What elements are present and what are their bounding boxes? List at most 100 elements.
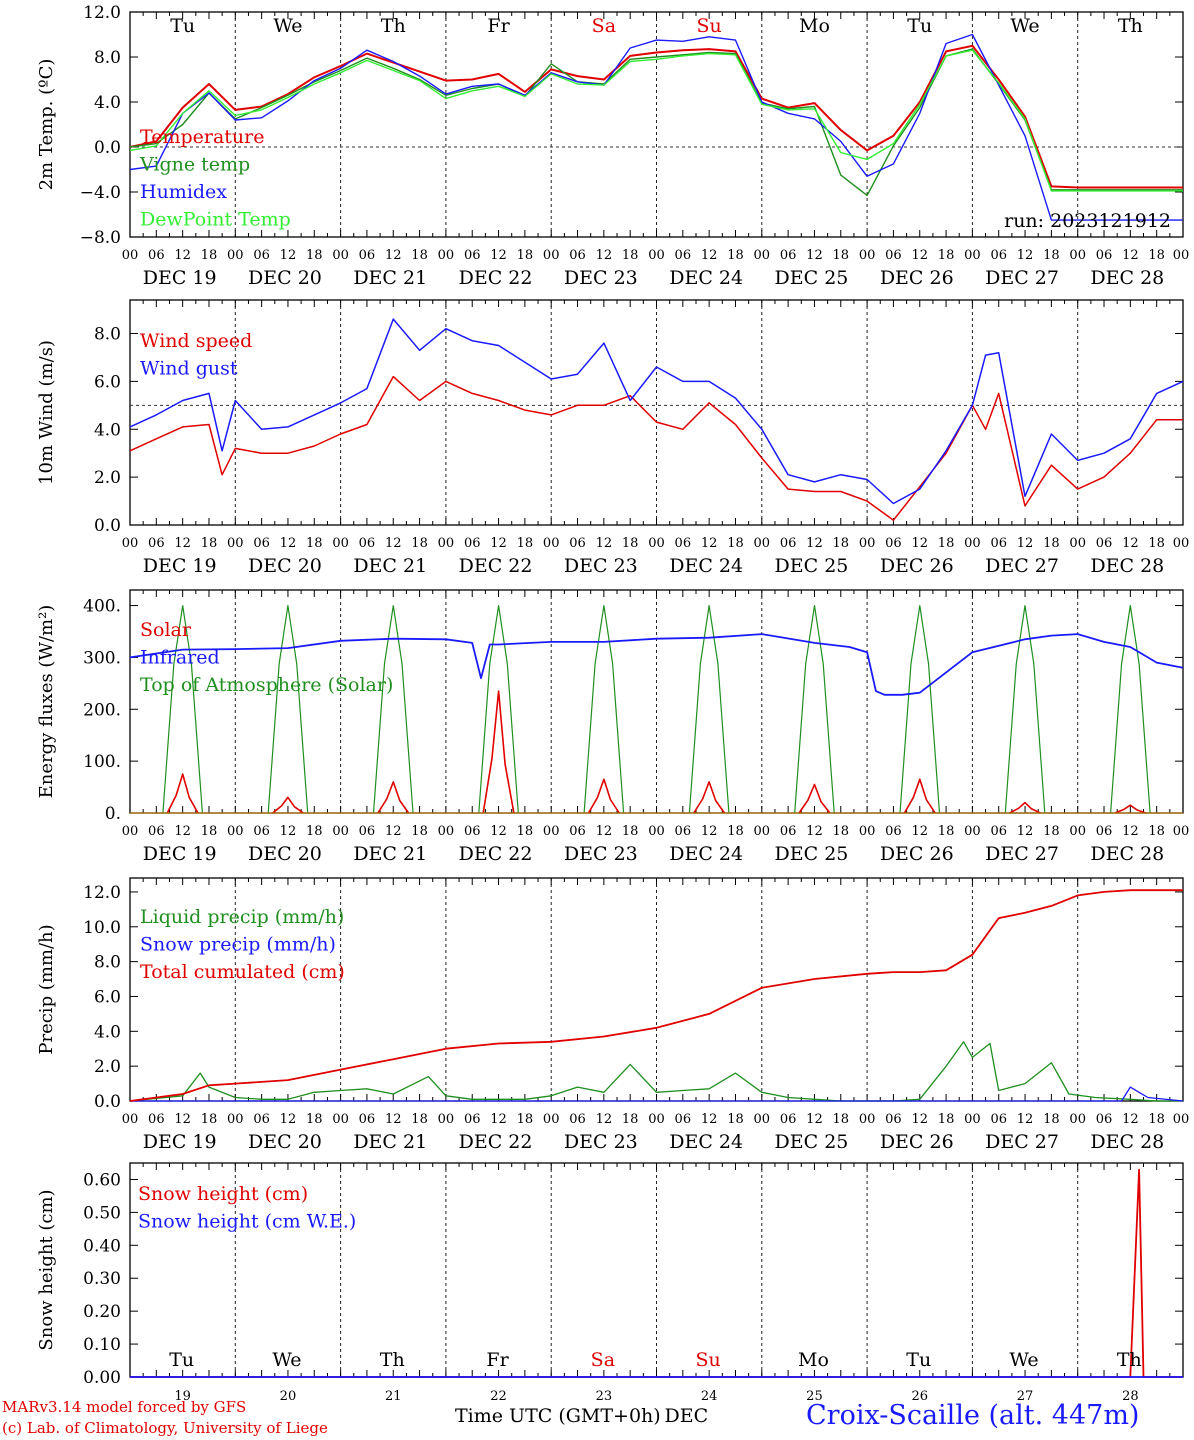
toa-solar-bell xyxy=(1004,604,1046,814)
hour-tick-label: 00 xyxy=(964,248,981,263)
series-line xyxy=(129,44,1183,189)
weekday-label: We xyxy=(1009,1349,1038,1371)
legend-entry: Temperature xyxy=(140,126,264,148)
hour-tick-label: 06 xyxy=(359,536,376,551)
hour-tick-label: 00 xyxy=(1173,1112,1190,1127)
y-tick-label: −4.0 xyxy=(80,183,121,203)
hour-tick-label: 06 xyxy=(253,536,270,551)
hour-tick-label: 00 xyxy=(332,1112,349,1127)
y-tick-label: 8.0 xyxy=(94,48,121,68)
hour-tick-label: 06 xyxy=(885,1112,902,1127)
y-tick-label: 0.20 xyxy=(83,1302,121,1322)
date-label: DEC 19 xyxy=(143,843,217,865)
hour-tick-label: 00 xyxy=(859,536,876,551)
day-number: 19 xyxy=(174,1389,191,1404)
hour-tick-label: 12 xyxy=(1017,536,1034,551)
date-label: DEC 22 xyxy=(459,267,533,289)
hour-tick-label: 00 xyxy=(543,536,560,551)
weekday-label: Sa xyxy=(592,15,616,37)
hour-tick-label: 12 xyxy=(280,1112,297,1127)
y-tick-label: 2.0 xyxy=(94,468,121,488)
series-line xyxy=(129,633,1184,696)
hour-tick-label: 12 xyxy=(490,1112,507,1127)
hour-tick-label: 00 xyxy=(1173,824,1190,839)
y-tick-label: 12.0 xyxy=(83,3,121,23)
date-label: DEC 26 xyxy=(880,267,954,289)
date-label: DEC 24 xyxy=(669,843,743,865)
legend-entry: Wind gust xyxy=(140,358,238,380)
legend-entry: Top of Atmosphere (Solar) xyxy=(140,674,393,696)
date-label: DEC 28 xyxy=(1090,843,1164,865)
y-tick-label: 0.30 xyxy=(83,1269,121,1289)
legend-entry: Solar xyxy=(140,619,192,641)
hour-tick-label: 18 xyxy=(411,1112,428,1127)
legend-entry: Total cumulated (cm) xyxy=(140,961,345,983)
weekday-label: Fr xyxy=(487,15,510,37)
date-label: DEC 21 xyxy=(353,267,427,289)
date-label: DEC 23 xyxy=(564,843,638,865)
hour-tick-label: 00 xyxy=(859,1112,876,1127)
hour-tick-label: 12 xyxy=(385,536,402,551)
hour-tick-label: 00 xyxy=(754,248,771,263)
hour-tick-label: 12 xyxy=(1122,536,1139,551)
hour-tick-label: 06 xyxy=(780,1112,797,1127)
hour-tick-label: 06 xyxy=(569,248,586,263)
hour-tick-label: 06 xyxy=(885,248,902,263)
hour-tick-label: 00 xyxy=(227,248,244,263)
hour-tick-label: 00 xyxy=(1069,536,1086,551)
hour-tick-label: 06 xyxy=(675,1112,692,1127)
panel-3: 400. 300. 200. 100. 0. Energy fluxes (W/m²) So… xyxy=(36,589,1190,865)
day-number: 20 xyxy=(280,1389,297,1404)
hour-tick-label: 00 xyxy=(122,824,139,839)
hour-tick-label: 00 xyxy=(859,248,876,263)
date-label: DEC 23 xyxy=(564,1131,638,1153)
hour-tick-label: 18 xyxy=(1043,248,1060,263)
date-label: DEC 28 xyxy=(1090,267,1164,289)
y-tick-label: −8.0 xyxy=(80,228,121,248)
hour-tick-label: 00 xyxy=(227,824,244,839)
hour-tick-label: 00 xyxy=(754,824,771,839)
hour-tick-label: 06 xyxy=(148,1112,165,1127)
hour-tick-label: 06 xyxy=(885,824,902,839)
hour-tick-label: 12 xyxy=(174,824,191,839)
hour-tick-label: 06 xyxy=(990,248,1007,263)
hour-tick-label: 18 xyxy=(201,248,218,263)
hour-tick-label: 18 xyxy=(727,1112,744,1127)
hour-tick-label: 12 xyxy=(385,824,402,839)
series-line xyxy=(129,375,1183,521)
weekday-label: Th xyxy=(1117,1349,1142,1371)
y-axis-label: 10m Wind (m/s) xyxy=(36,340,57,485)
toa-solar-bell xyxy=(583,604,625,814)
hour-tick-label: 06 xyxy=(464,248,481,263)
y-tick-label: 4.0 xyxy=(94,93,121,113)
panel-5: 0.60 0.50 0.40 0.30 0.20 0.10 0.00 Snow height … xyxy=(36,1162,1184,1404)
toa-solar-bell xyxy=(372,604,414,814)
hour-tick-label: 12 xyxy=(911,248,928,263)
hour-tick-label: 06 xyxy=(569,536,586,551)
hour-tick-label: 12 xyxy=(806,536,823,551)
hour-tick-label: 12 xyxy=(701,536,718,551)
day-number: 28 xyxy=(1122,1389,1139,1404)
hour-tick-label: 00 xyxy=(1173,536,1190,551)
hour-tick-label: 18 xyxy=(1043,824,1060,839)
hour-tick-label: 18 xyxy=(201,824,218,839)
hour-tick-label: 18 xyxy=(938,248,955,263)
hour-tick-label: 18 xyxy=(411,248,428,263)
hour-tick-label: 06 xyxy=(1096,536,1113,551)
legend-entry: Vigne temp xyxy=(139,154,250,176)
series-line xyxy=(129,33,1183,221)
hour-tick-label: 18 xyxy=(622,824,639,839)
hour-tick-label: 06 xyxy=(675,824,692,839)
y-tick-label: 300. xyxy=(83,648,121,668)
hour-tick-label: 06 xyxy=(1096,248,1113,263)
toa-solar-bell xyxy=(478,604,519,814)
hour-tick-label: 06 xyxy=(990,536,1007,551)
solar-peak xyxy=(587,778,620,814)
hour-tick-label: 00 xyxy=(438,248,455,263)
weekday-label: Th xyxy=(1118,15,1143,37)
y-tick-label: 0.0 xyxy=(94,1092,121,1112)
weekday-label: Tu xyxy=(169,1349,194,1371)
hour-tick-label: 18 xyxy=(517,536,534,551)
day-number: 22 xyxy=(490,1389,507,1404)
